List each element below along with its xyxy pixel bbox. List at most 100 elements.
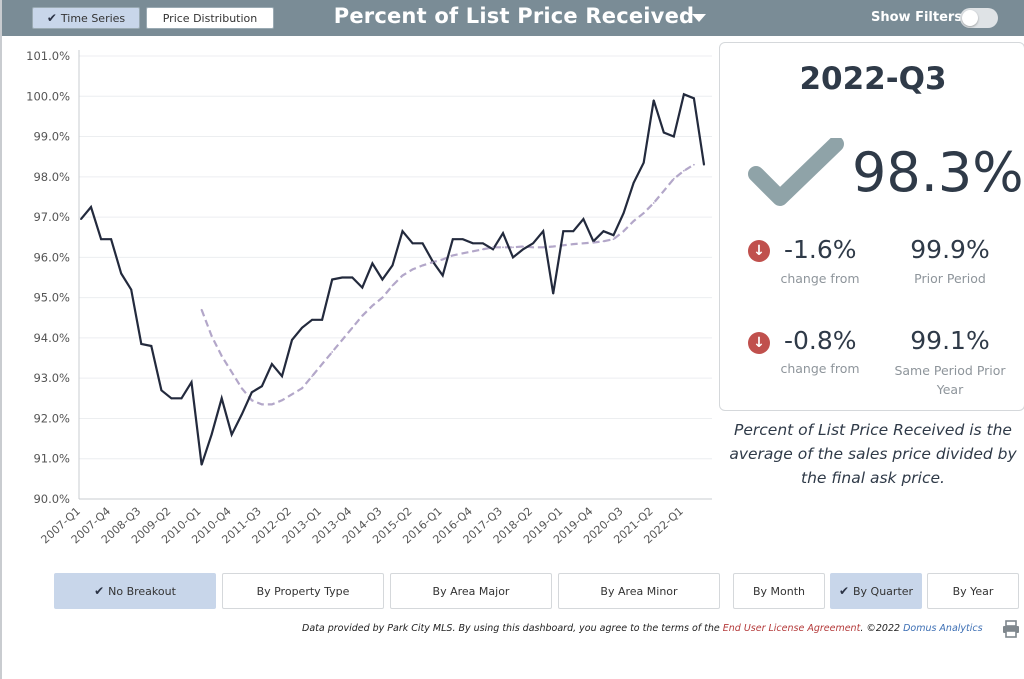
trend-point [260, 403, 263, 406]
data-point [150, 345, 153, 347]
data-point [160, 389, 163, 392]
price-distribution-label: Price Distribution [162, 11, 258, 25]
trend-point [281, 399, 283, 402]
trend-point [271, 403, 273, 406]
y-tick-label: 97.0% [33, 210, 70, 224]
trend-point [301, 387, 303, 390]
data-point [80, 218, 82, 221]
trend-point [582, 242, 585, 245]
trend-point [552, 245, 555, 248]
time-series-button[interactable]: ✔ Time Series [32, 7, 140, 29]
printer-icon[interactable] [1001, 619, 1021, 639]
data-point [602, 230, 605, 233]
data-point [220, 397, 223, 400]
trend-point [291, 393, 293, 396]
trend-point [421, 264, 424, 267]
by-month-button[interactable]: By Month [733, 573, 825, 609]
data-point [662, 131, 665, 134]
show-filters-label: Show Filters: [871, 10, 968, 25]
data-point [532, 242, 535, 245]
data-point [321, 318, 324, 321]
data-point [120, 272, 123, 275]
data-point [371, 262, 374, 265]
data-point [291, 339, 293, 341]
change-prior-year-label: change from [780, 361, 860, 376]
data-point [522, 248, 524, 251]
trend-point [512, 246, 514, 249]
price-distribution-button[interactable]: Price Distribution [146, 7, 274, 29]
summary-period: 2022-Q3 [799, 61, 947, 97]
data-point [703, 163, 705, 166]
data-point [502, 232, 504, 235]
trend-point [461, 252, 464, 255]
by-property-type-button[interactable]: By Property Type [222, 573, 384, 609]
data-point [572, 230, 575, 233]
data-point [622, 212, 625, 214]
prior-year-label-line1: Same Period Prior [894, 363, 1006, 378]
by-quarter-button[interactable]: ✔ By Quarter [830, 573, 922, 609]
trend-point [441, 258, 444, 261]
data-point [341, 276, 344, 279]
no-breakout-button[interactable]: ✔ No Breakout [54, 573, 216, 609]
license-link[interactable]: End User License Agreement [722, 623, 861, 634]
by-year-button[interactable]: By Year [927, 573, 1019, 609]
trend-point [250, 399, 253, 402]
by-quarter-label: By Quarter [853, 584, 914, 598]
data-point [562, 230, 565, 233]
trend-point [411, 268, 414, 271]
data-point [361, 286, 364, 289]
footer-disclaimer: Data provided by Park City MLS. By using… [302, 623, 983, 634]
toggle-knob [962, 10, 978, 26]
data-point [482, 242, 484, 245]
data-point [230, 433, 233, 436]
primary-series-line [80, 92, 706, 466]
trend-point [351, 326, 354, 329]
caret-down-icon[interactable] [692, 14, 706, 22]
trend-point [502, 246, 504, 249]
trend-point [522, 245, 524, 248]
footer-copyright: . ©2022 [860, 623, 904, 634]
metric-description: Percent of List Price Received is the av… [729, 421, 1017, 487]
trend-point [230, 371, 233, 374]
prior-period-label: Prior Period [914, 271, 986, 286]
data-point [512, 256, 514, 259]
trend-point [391, 284, 394, 287]
data-point [170, 397, 173, 400]
data-point [130, 288, 133, 291]
data-point [240, 413, 243, 416]
data-point [642, 161, 645, 164]
trend-point [331, 351, 334, 353]
trend-series-line [200, 163, 695, 406]
brand-link[interactable]: Domus Analytics [903, 623, 983, 634]
by-property-type-label: By Property Type [256, 584, 350, 598]
data-point [210, 433, 213, 436]
data-point [391, 264, 394, 267]
show-filters-toggle[interactable] [960, 8, 998, 28]
data-point [672, 135, 675, 138]
data-point [311, 318, 313, 321]
trend-point [381, 296, 384, 299]
data-point [140, 343, 143, 345]
trend-point [602, 240, 605, 243]
arrow-down-circle-icon: ↓ [748, 240, 770, 262]
y-tick-label: 93.0% [33, 371, 70, 385]
trend-point [431, 261, 434, 264]
by-area-major-button[interactable]: By Area Major [390, 573, 552, 609]
y-tick-label: 98.0% [33, 170, 70, 184]
trend-point [220, 355, 223, 357]
time-series-label: Time Series [60, 11, 126, 25]
trend-point [210, 334, 213, 337]
data-point [180, 397, 183, 400]
by-year-label: By Year [952, 584, 994, 598]
trend-point [612, 238, 615, 241]
check-icon [748, 138, 844, 206]
data-point [652, 99, 655, 102]
by-month-label: By Month [752, 584, 806, 598]
footer-text: Data provided by Park City MLS. By using… [302, 623, 723, 634]
data-point [492, 248, 494, 251]
data-point [260, 385, 263, 388]
check-icon: ✔ [838, 584, 849, 598]
by-area-minor-button[interactable]: By Area Minor [558, 573, 720, 609]
data-point [552, 292, 555, 295]
trend-point [662, 190, 665, 192]
